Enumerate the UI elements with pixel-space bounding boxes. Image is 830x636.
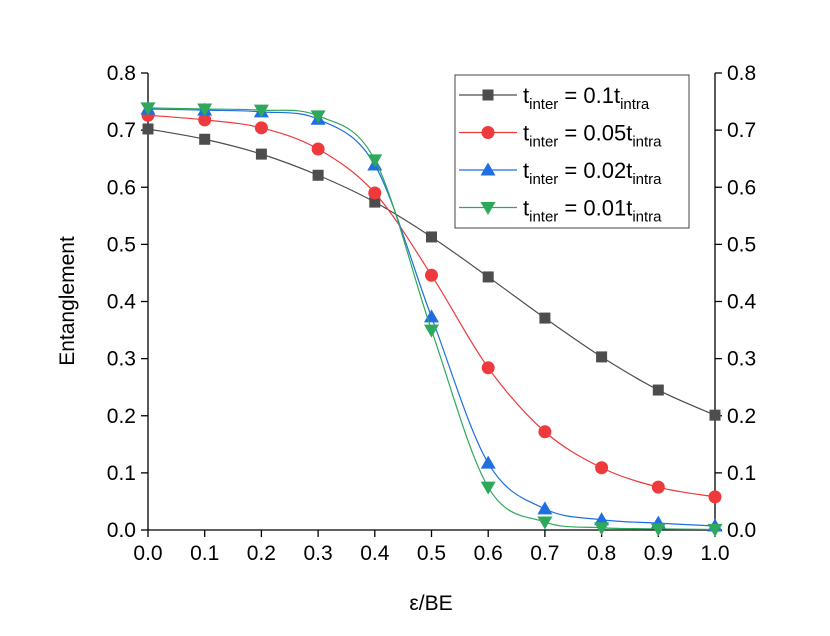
data-point — [480, 455, 496, 469]
data-point — [367, 154, 383, 168]
legend-label: tinter = 0.02tintra — [523, 158, 662, 188]
y-tick-label-left: 0.4 — [107, 291, 137, 314]
x-tick-label: 0.9 — [644, 542, 673, 565]
y-tick-label-left: 0.0 — [107, 519, 136, 542]
y-tick-label-left: 0.8 — [107, 62, 136, 85]
data-point — [369, 196, 381, 208]
x-tick-label: 0.7 — [530, 542, 559, 565]
data-point — [426, 231, 437, 243]
y-tick-label-left: 0.3 — [107, 348, 136, 371]
data-point — [652, 384, 664, 396]
y-tick-label-right: 0.2 — [727, 405, 756, 428]
legend-item: tinter = 0.02tintra — [459, 158, 662, 188]
data-point — [539, 312, 551, 324]
data-point — [311, 142, 325, 156]
data-point — [312, 169, 324, 181]
data-point — [142, 123, 154, 135]
data-point — [537, 501, 553, 515]
data-point — [538, 425, 552, 439]
plot-series — [140, 101, 723, 537]
data-point — [197, 103, 213, 117]
y-tick-label-left: 0.7 — [107, 119, 136, 142]
data-point — [594, 522, 610, 536]
legend-item: tinter = 0.01tintra — [459, 196, 662, 226]
x-tick-label: 0.8 — [587, 542, 616, 565]
y-tick-label-right: 0.0 — [727, 519, 756, 542]
x-tick-label: 0.4 — [360, 542, 390, 565]
legend-marker — [482, 89, 494, 101]
series-1 — [141, 108, 722, 504]
data-point — [253, 104, 269, 118]
data-point — [198, 113, 212, 127]
data-point — [255, 148, 267, 160]
legend-marker — [480, 202, 496, 215]
data-point — [424, 324, 439, 338]
axes: 0.0 0.1 0.2 0.3 0.4 0.5 0.6 0.7 0.8 0.9 1.00.0 0.00… — [107, 62, 757, 565]
data-point — [537, 516, 553, 530]
y-axis-label: Entanglement — [56, 236, 79, 366]
series-0 — [142, 123, 721, 421]
legend-marker — [480, 162, 496, 176]
legend: tinter = 0.1tintra tinter = 0.05tintra tin… — [454, 74, 690, 229]
x-tick-label: 0.1 — [190, 542, 219, 565]
data-point — [480, 481, 496, 495]
data-point — [594, 512, 610, 526]
y-tick-label-right: 0.8 — [727, 62, 756, 85]
data-point — [481, 361, 495, 375]
legend-marker — [481, 126, 495, 139]
x-tick-label: 0.2 — [247, 542, 276, 565]
legend-item: tinter = 0.05tintra — [459, 121, 662, 151]
legend-label: tinter = 0.05tintra — [523, 121, 662, 151]
data-point — [368, 186, 382, 200]
y-tick-label-left: 0.2 — [107, 405, 136, 428]
x-axis-label: ε/BE — [409, 592, 452, 615]
data-point — [140, 102, 156, 116]
legend-item: tinter = 0.1tintra — [459, 83, 650, 113]
data-point — [482, 271, 494, 283]
data-point — [708, 490, 722, 504]
x-tick-label: 0.0 — [133, 542, 162, 565]
data-point — [707, 523, 723, 537]
x-tick-label: 0.5 — [417, 542, 446, 565]
y-tick-label-left: 0.1 — [107, 462, 136, 485]
y-tick-label-right: 0.1 — [727, 462, 756, 485]
y-tick-label-left: 0.5 — [107, 233, 136, 256]
y-tick-label-right: 0.5 — [727, 233, 756, 256]
data-point — [310, 110, 326, 124]
data-point — [651, 480, 665, 494]
x-tick-label: 0.3 — [303, 542, 332, 565]
x-tick-label: 0.6 — [474, 542, 503, 565]
data-point — [650, 523, 666, 537]
y-tick-label-right: 0.4 — [727, 291, 757, 314]
data-point — [254, 121, 268, 135]
x-tick-label: 1.0 — [700, 542, 729, 565]
y-tick-label-right: 0.3 — [727, 348, 756, 371]
y-tick-label-right: 0.7 — [727, 119, 756, 142]
data-point — [596, 351, 608, 363]
data-point — [199, 133, 211, 145]
data-point — [709, 409, 721, 421]
y-tick-label-left: 0.6 — [107, 176, 136, 199]
y-tick-label-right: 0.6 — [727, 176, 756, 199]
data-point — [425, 268, 438, 282]
legend-label: tinter = 0.1tintra — [523, 83, 650, 113]
series-3 — [140, 102, 723, 537]
data-point — [595, 461, 609, 475]
legend-label: tinter = 0.01tintra — [523, 196, 662, 226]
